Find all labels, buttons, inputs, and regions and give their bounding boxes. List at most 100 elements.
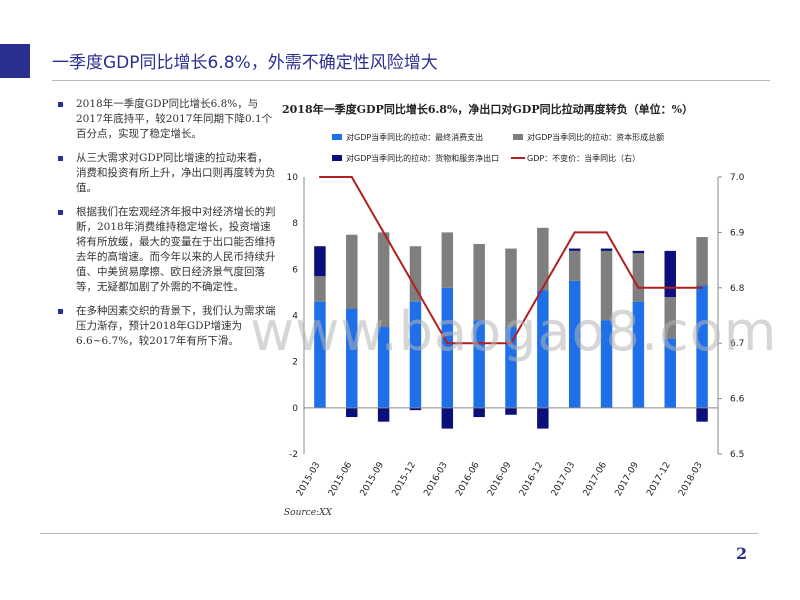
legend-label: 对GDP当季同比的拉动：最终消费支出 [346, 132, 483, 142]
bar-segment [537, 407, 549, 429]
bar-segment [696, 285, 708, 408]
gdp-line-point [414, 286, 417, 289]
gdp-line-point [541, 286, 544, 289]
bar-segment [632, 250, 645, 254]
right-axis: 7.0 6.9 6.8 6.7 6.6 6.5 [717, 173, 745, 460]
bar-segment [377, 407, 390, 422]
bar-segment [696, 407, 708, 422]
bullet-item: 2018年一季度GDP同比增长6.8%，与2017年底持平，较2017年同期下降… [58, 97, 276, 142]
gdp-line-point [605, 231, 608, 234]
bar-segment [505, 248, 517, 328]
bullet-item: 根据我们在宏观经济年报中对经济增长的判断，2018年消费维持稳定增长，投资增速将… [58, 205, 276, 295]
legend-label: GDP：不变价：当季同比（右） [527, 153, 640, 163]
x-tick-label: 2016-03 [422, 461, 449, 499]
left-tick-label: 6 [292, 265, 298, 275]
x-tick-label: 2017-12 [645, 461, 672, 499]
gdp-line-point [510, 342, 512, 345]
bar-segment [346, 407, 358, 418]
chart-title: 2018年一季度GDP同比增长6.8%，净出口对GDP同比拉动再度转负（单位：%… [282, 103, 694, 116]
x-tick-label: 2015-06 [327, 460, 355, 498]
x-tick-label: 2016-06 [454, 460, 482, 498]
x-axis: 2015-03 2015-06 2015-09 2015-12 2016-03 2016-… [295, 407, 718, 499]
legend-label: 对GDP当季同比的拉动：货物和服务净出口 [346, 153, 499, 163]
bar-segment [473, 407, 485, 418]
left-axis: 10 8 6 4 2 0 -2 [287, 173, 305, 460]
x-tick-label: 2015-03 [295, 461, 322, 499]
bar-segment [568, 250, 581, 281]
bullet-text: 2018年一季度GDP同比增长6.8%，与2017年底持平，较2017年同期下降… [76, 98, 273, 140]
bar-segment [664, 338, 676, 408]
x-tick-label: 2015-09 [359, 460, 387, 498]
left-tick-label: 2 [292, 358, 298, 368]
bar-segment [600, 250, 613, 321]
bar-segment [377, 327, 390, 408]
bar-segment [473, 320, 485, 408]
bar-segment [568, 248, 581, 251]
x-tick-label: 2018-03 [677, 461, 704, 499]
x-tick-label: 2017-03 [550, 461, 577, 499]
bullet-text: 从三大需求对GDP同比增速的拉动来看，消费和投资有所上升，净出口则再度转为负值。 [76, 152, 276, 194]
bar-segment [409, 246, 422, 302]
bar-segment [632, 301, 645, 408]
bar-segment [473, 243, 485, 321]
footer-divider [40, 533, 758, 534]
gdp-contribution-chart: 对GDP当季同比的拉动：最终消费支出 对GDP当季同比的拉动：资本形成总额对GDP… [287, 132, 745, 499]
right-tick-label: 6.5 [730, 450, 744, 460]
left-tick-label: -2 [289, 450, 298, 460]
right-tick-label: 6.8 [730, 284, 745, 294]
x-tick-label: 2016-12 [518, 461, 545, 499]
bar-series [314, 227, 708, 429]
bar-segment [441, 287, 454, 408]
bar-segment [409, 301, 422, 408]
gdp-line-point [669, 286, 672, 289]
legend-label: 对GDP当季同比的拉动：资本形成总额 [527, 132, 664, 142]
bullet-item: 从三大需求对GDP同比增速的拉动来看，消费和投资有所上升，净出口则再度转为负值。 [58, 151, 276, 196]
left-tick-label: 8 [292, 219, 298, 229]
gdp-line-point [382, 231, 385, 234]
bar-segment [314, 276, 326, 302]
bar-segment [377, 232, 390, 328]
bar-segment [346, 234, 358, 309]
gdp-line-point [573, 231, 576, 234]
x-tick-label: 2017-06 [582, 460, 610, 498]
bar-segment [664, 250, 676, 298]
bar-segment [664, 297, 676, 339]
bullet-text: 根据我们在宏观经济年报中对经济增长的判断，2018年消费维持稳定增长，投资增速将… [76, 206, 276, 293]
square-bullet-icon [58, 309, 63, 314]
bar-segment [537, 290, 549, 408]
square-bullet-icon [58, 102, 63, 107]
title-accent-square [0, 44, 30, 78]
bar-segment [600, 320, 613, 408]
left-tick-label: 4 [292, 312, 298, 322]
gdp-line-point [350, 176, 353, 178]
gdp-line-series [318, 176, 704, 345]
slide-title: 一季度GDP同比增长6.8%，外需不确定性风险增大 [52, 53, 438, 73]
bar-segment [505, 327, 517, 408]
bullet-item: 在多种因素交织的背景下，我们认为需求端压力渐存，预计2018年GDP增速为6.6… [58, 304, 276, 349]
x-tick-label: 2017-09 [614, 460, 642, 498]
square-bullet-icon [58, 210, 63, 215]
title-divider [52, 80, 770, 81]
legend-swatch [332, 134, 342, 140]
bar-segment [505, 407, 517, 415]
bar-segment [346, 308, 358, 408]
right-tick-label: 6.6 [730, 395, 745, 405]
bar-segment [632, 253, 645, 302]
bar-segment [314, 301, 326, 408]
gdp-line-point [637, 286, 640, 289]
source-note: Source:XX [284, 508, 332, 518]
legend-swatch [332, 155, 342, 161]
bar-segment [600, 248, 613, 251]
x-tick-label: 2016-09 [486, 460, 514, 498]
gdp-line-point [446, 342, 449, 345]
bar-segment [441, 407, 454, 429]
gdp-line-point [318, 176, 321, 178]
left-tick-label: 10 [287, 173, 299, 183]
square-bullet-icon [58, 156, 63, 161]
bar-segment [409, 407, 422, 411]
page-number: 2 [736, 544, 748, 563]
legend-swatch [513, 134, 523, 140]
gdp-line-point [701, 286, 704, 289]
left-tick-label: 0 [292, 404, 298, 414]
gdp-line-point [478, 342, 481, 345]
